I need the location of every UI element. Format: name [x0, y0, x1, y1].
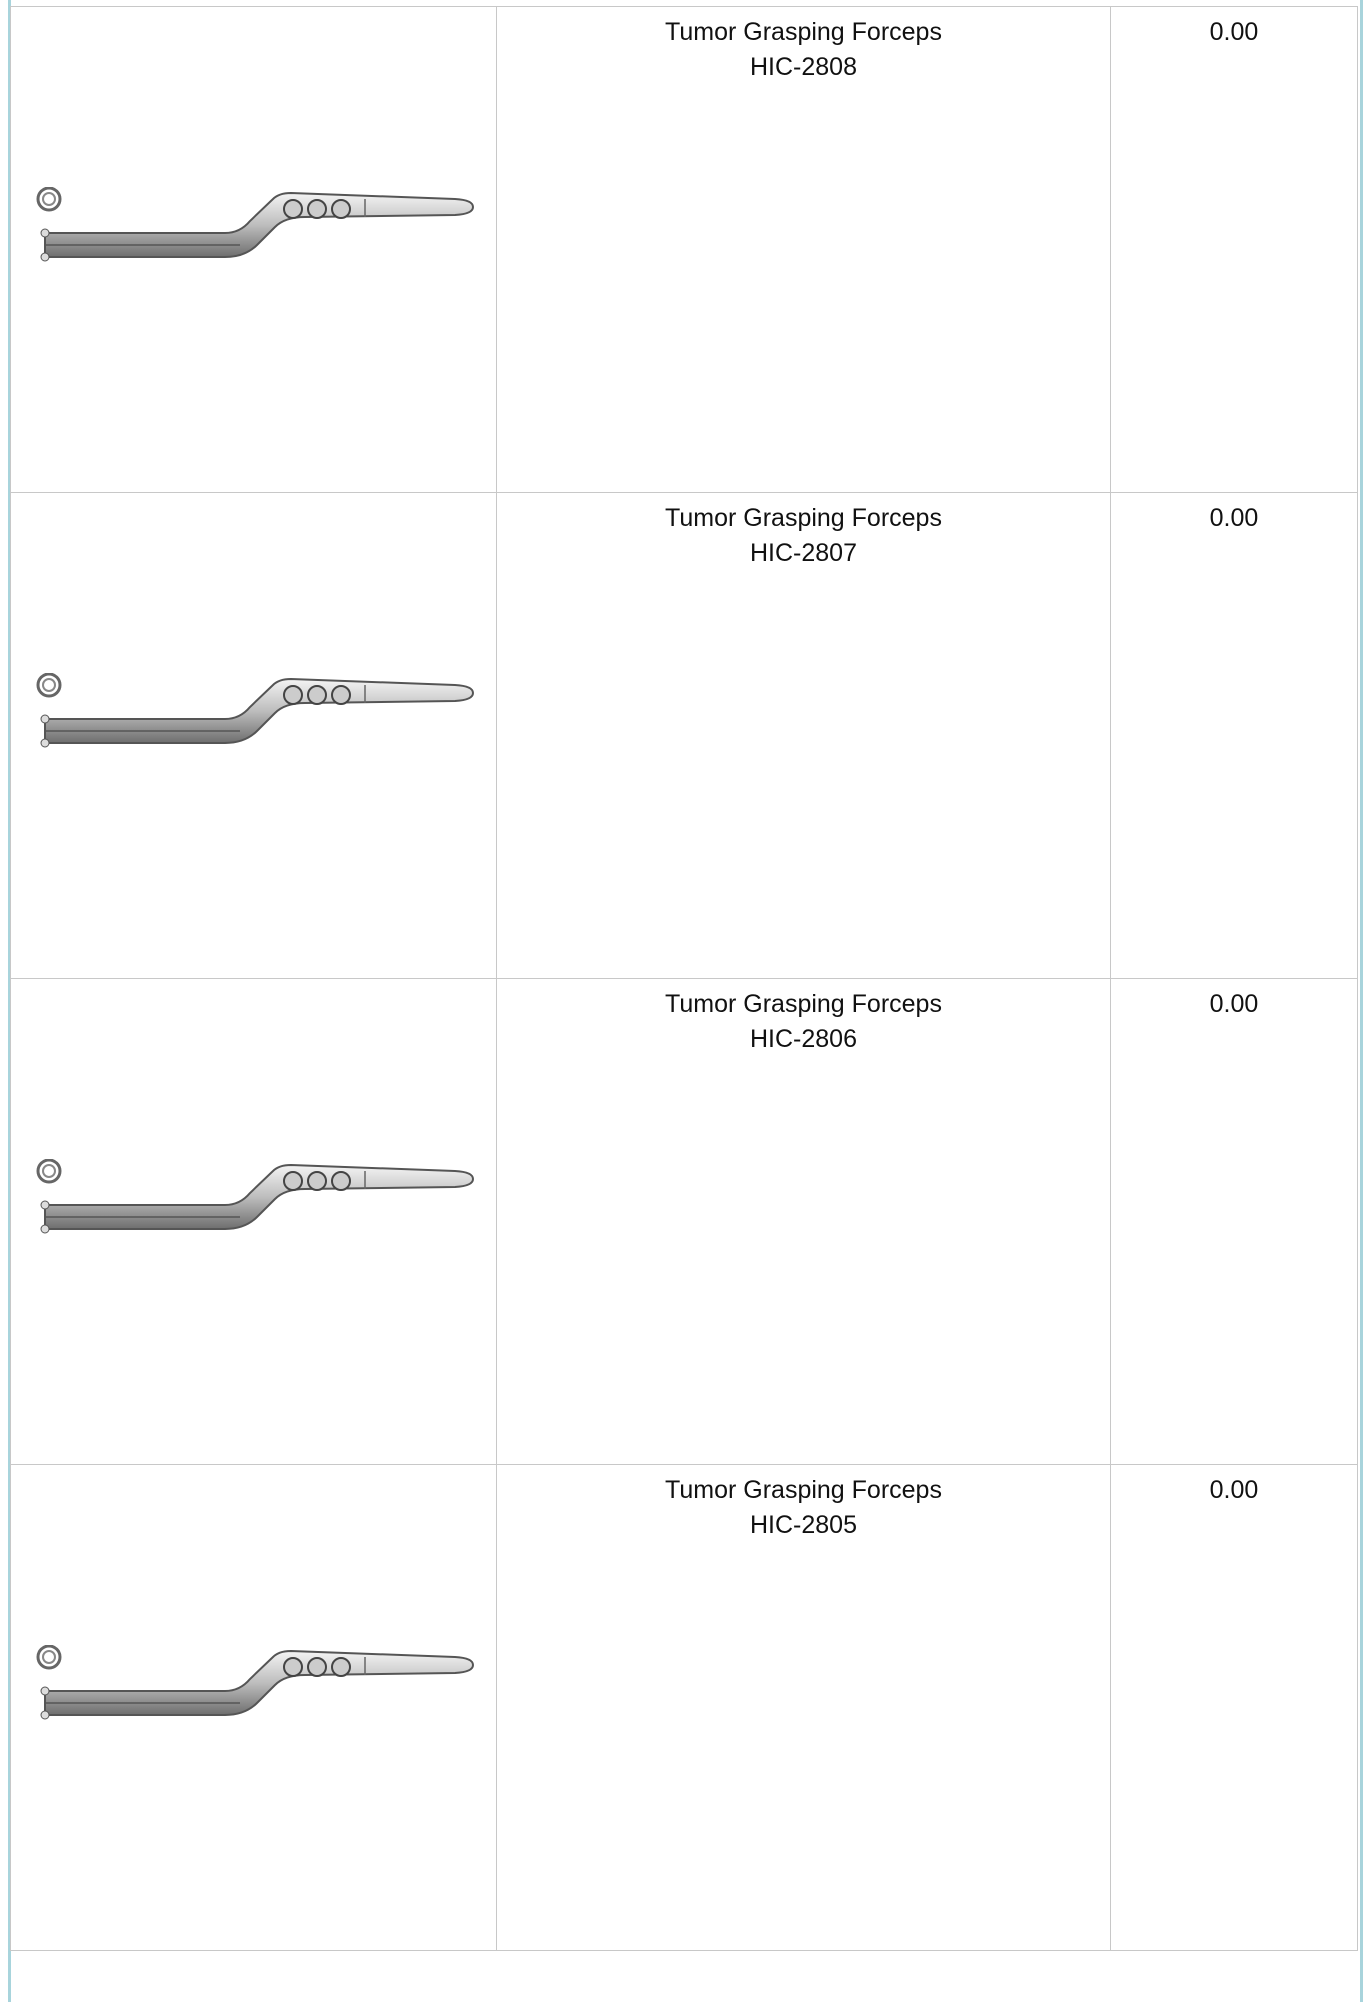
frame	[8, 0, 1363, 2002]
product-image[interactable]	[35, 1645, 485, 1735]
product-table: Tumor Grasping Forceps HIC-2808 0.00 Tumor …	[10, 6, 1358, 2010]
product-price: 0.00	[1209, 1476, 1259, 1504]
product-name: Tumor Grasping Forceps	[665, 1476, 942, 1504]
product-code: HIC-2808	[750, 53, 857, 81]
product-image[interactable]	[35, 673, 485, 763]
price-cell: 0.00	[1110, 1465, 1358, 1950]
image-cell	[10, 1465, 496, 1950]
product-code: HIC-2806	[750, 1025, 857, 1053]
description-cell: Tumor Grasping Forceps HIC-2808	[496, 7, 1110, 492]
product-code: HIC-2805	[750, 1511, 857, 1539]
image-cell	[10, 7, 496, 492]
product-name: Tumor Grasping Forceps	[665, 990, 942, 1018]
image-cell	[10, 493, 496, 978]
product-row: Tumor Grasping Forceps HIC-2805 0.00	[10, 1464, 1358, 1950]
price-cell: 0.00	[1110, 7, 1358, 492]
product-price: 0.00	[1209, 18, 1259, 46]
description-cell: Tumor Grasping Forceps HIC-2806	[496, 979, 1110, 1464]
product-name: Tumor Grasping Forceps	[665, 18, 942, 46]
description-cell: Tumor Grasping Forceps HIC-2807	[496, 493, 1110, 978]
product-image[interactable]	[35, 1159, 485, 1249]
product-price: 0.00	[1209, 990, 1259, 1018]
product-code: HIC-2807	[750, 539, 857, 567]
price-cell: 0.00	[1110, 979, 1358, 1464]
product-price: 0.00	[1209, 504, 1259, 532]
product-row: Tumor Grasping Forceps HIC-2806 0.00	[10, 978, 1358, 1464]
product-image[interactable]	[35, 187, 485, 277]
product-row: Tumor Grasping Forceps HIC-2807 0.00	[10, 492, 1358, 978]
product-name: Tumor Grasping Forceps	[665, 504, 942, 532]
description-cell: Tumor Grasping Forceps HIC-2805	[496, 1465, 1110, 1950]
price-cell: 0.00	[1110, 493, 1358, 978]
product-row: Tumor Grasping Forceps HIC-2808 0.00	[10, 6, 1358, 492]
table-footer	[10, 1950, 1358, 2010]
image-cell	[10, 979, 496, 1464]
